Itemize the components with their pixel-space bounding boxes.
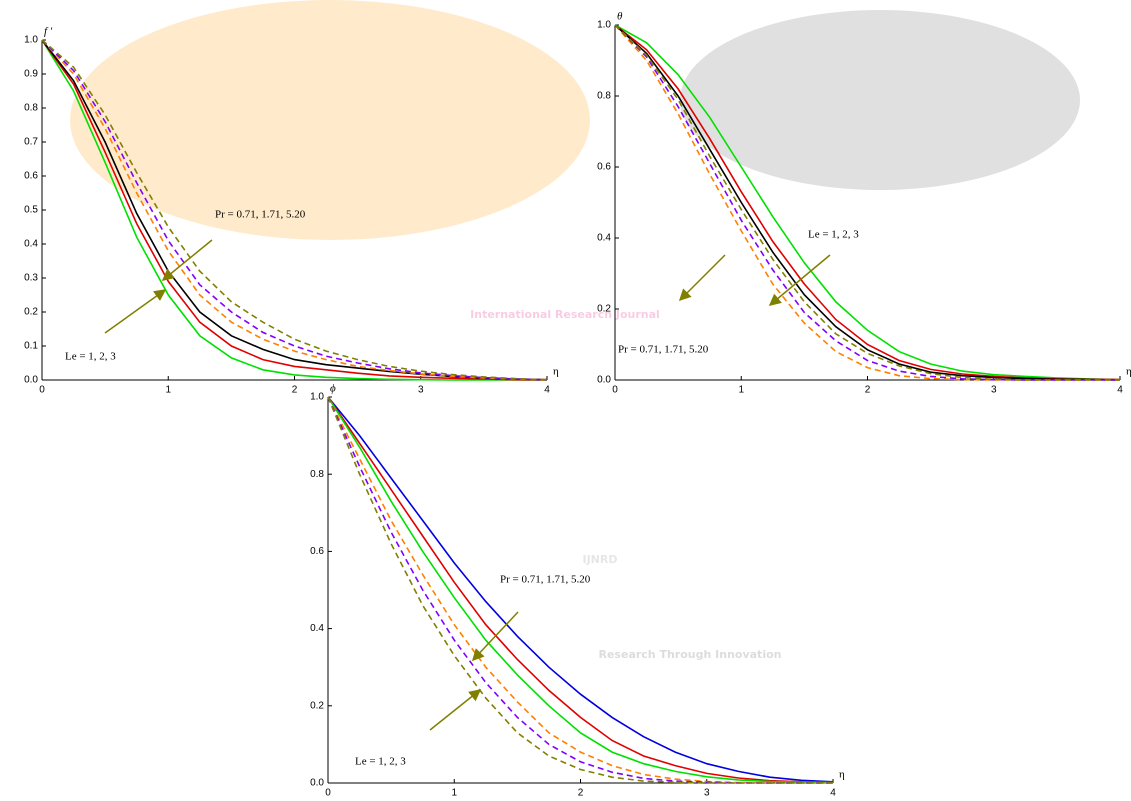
x-tick-label: 1 — [165, 385, 171, 396]
y-axis-label: f ′ — [44, 26, 53, 38]
y-tick-label: 0.5 — [24, 205, 38, 216]
line-series — [328, 397, 833, 782]
x-tick-label: 3 — [991, 385, 997, 396]
x-tick-label: 4 — [830, 788, 836, 799]
annotation-arrow — [105, 290, 165, 333]
annotation-arrow — [163, 240, 212, 280]
y-tick-label: 0.3 — [24, 273, 38, 284]
y-tick-label: 0.4 — [24, 239, 38, 250]
watermark-text: International Research Journal — [470, 308, 660, 321]
y-tick-label: 0.8 — [597, 91, 611, 102]
y-tick-label: 0.7 — [24, 137, 38, 148]
y-tick-label: 0.2 — [310, 700, 324, 711]
watermark-text: Research Through Innovation — [599, 648, 782, 661]
y-tick-label: 0.6 — [310, 546, 324, 557]
line-series — [328, 397, 833, 783]
figure: International Research Journal IJNRD Res… — [0, 0, 1131, 801]
x-tick-label: 1 — [451, 788, 457, 799]
y-tick-label: 0.8 — [310, 469, 324, 480]
y-axis-label: θ — [617, 11, 623, 23]
watermark-logo: IJNRD — [583, 553, 618, 566]
annotation: Pr = 0.71, 1.71, 5.20 — [215, 209, 306, 221]
watermark-shape — [680, 10, 1080, 190]
x-tick-label: 0 — [39, 385, 45, 396]
x-tick-label: 3 — [418, 385, 424, 396]
annotation-arrow — [430, 690, 480, 730]
y-tick-label: 0.0 — [24, 375, 38, 386]
annotation-arrow — [680, 255, 725, 300]
annotation: Le = 1, 2, 3 — [65, 351, 116, 363]
x-tick-label: 2 — [865, 385, 871, 396]
x-tick-label: 2 — [578, 788, 584, 799]
y-tick-label: 0.8 — [24, 103, 38, 114]
y-tick-label: 0.4 — [597, 233, 611, 244]
x-tick-label: 3 — [704, 788, 710, 799]
annotation: Pr = 0.71, 1.71, 5.20 — [500, 574, 591, 586]
y-tick-label: 0.9 — [24, 69, 38, 80]
annotation: Le = 1, 2, 3 — [808, 229, 859, 241]
y-tick-label: 0.1 — [24, 341, 38, 352]
line-series — [328, 397, 833, 783]
y-tick-label: 1.0 — [597, 20, 611, 31]
x-tick-label: 2 — [292, 385, 298, 396]
y-tick-label: 0.6 — [597, 162, 611, 173]
y-tick-label: 0.2 — [597, 304, 611, 315]
y-tick-label: 0.4 — [310, 623, 324, 634]
x-tick-label: 1 — [738, 385, 744, 396]
y-tick-label: 0.0 — [597, 375, 611, 386]
page: International Research Journal IJNRD Res… — [0, 0, 1131, 801]
y-axis-label: ϕ — [330, 383, 336, 395]
x-axis-label: η — [839, 769, 845, 781]
x-tick-label: 4 — [544, 385, 550, 396]
y-tick-label: 0.0 — [310, 778, 324, 789]
line-series — [328, 397, 833, 783]
x-tick-label: 4 — [1117, 385, 1123, 396]
x-axis-label: η — [1126, 366, 1131, 378]
annotation: Le = 1, 2, 3 — [355, 756, 406, 768]
x-tick-label: 0 — [612, 385, 618, 396]
line-series — [328, 397, 833, 783]
line-series — [328, 397, 833, 783]
y-tick-label: 1.0 — [24, 35, 38, 46]
y-tick-label: 0.6 — [24, 171, 38, 182]
x-axis-label: η — [553, 366, 559, 378]
watermark-shape — [70, 0, 590, 240]
annotation-arrow — [770, 255, 830, 305]
x-tick-label: 0 — [325, 788, 331, 799]
y-tick-label: 1.0 — [310, 392, 324, 403]
annotation: Pr = 0.71, 1.71, 5.20 — [618, 344, 709, 356]
watermark: International Research Journal IJNRD Res… — [70, 0, 1080, 661]
y-tick-label: 0.2 — [24, 307, 38, 318]
